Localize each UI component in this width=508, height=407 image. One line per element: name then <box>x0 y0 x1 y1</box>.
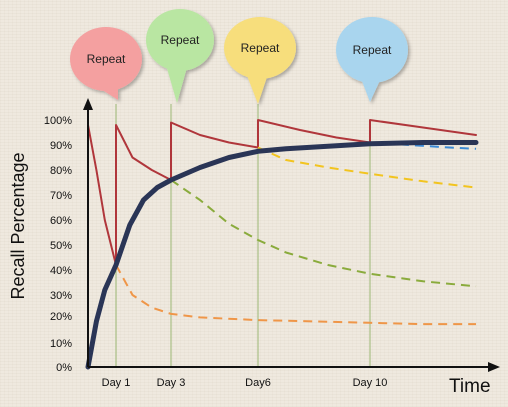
repeat-bubbles: Repeat Repeat Repeat Repeat <box>70 9 408 104</box>
repeat-bubble-body <box>336 17 408 83</box>
repeat-bubble <box>224 17 296 104</box>
y-tick-label: 100% <box>44 115 72 127</box>
y-tick-label: 70% <box>50 190 72 202</box>
y-axis-title: Recall Percentage <box>8 152 28 299</box>
y-tick-label: 60% <box>50 215 72 227</box>
repeat-bubble-label: Repeat <box>87 52 126 66</box>
x-axis-arrowhead <box>488 362 500 372</box>
repeat-bubble-body <box>70 27 142 91</box>
repeat-bubble-label: Repeat <box>241 41 280 55</box>
series-line <box>170 179 477 288</box>
day-guide-lines <box>115 104 371 367</box>
repeat-bubble <box>336 17 408 102</box>
series-line <box>85 140 479 370</box>
repeat-bubble-label: Repeat <box>161 33 200 47</box>
y-tick-label: 10% <box>50 338 72 350</box>
repeat-bubble <box>70 27 142 100</box>
y-tick-label: 50% <box>50 240 72 252</box>
x-tick-label: Day 1 <box>102 377 131 389</box>
y-axis-arrowhead <box>83 98 93 110</box>
y-tick-label: 40% <box>50 265 72 277</box>
repeat-bubble-body <box>224 17 296 79</box>
repeat-bubble-tail <box>246 73 268 104</box>
y-tick-label: 0% <box>56 362 72 374</box>
x-tick-label: Day6 <box>245 377 271 389</box>
repeat-bubble-label: Repeat <box>353 43 392 57</box>
repeat-bubble-body <box>146 9 214 71</box>
y-tick-label: 80% <box>50 165 72 177</box>
y-tick-labels: 0% 10% 20% 30% 40% 50% 60% 70% 80% 90% 100% <box>44 115 72 374</box>
axes <box>83 98 500 372</box>
x-tick-label: Day 3 <box>157 377 186 389</box>
y-tick-label: 20% <box>50 311 72 323</box>
series-layer <box>85 119 479 370</box>
x-tick-labels: Day 1 Day 3 Day6 Day 10 <box>102 377 388 389</box>
repeat-bubble-tail <box>166 64 188 103</box>
series-line <box>115 264 476 326</box>
y-tick-label: 90% <box>50 140 72 152</box>
repeat-bubble <box>146 9 214 103</box>
x-tick-label: Day 10 <box>353 377 388 389</box>
y-tick-label: 30% <box>50 290 72 302</box>
x-axis-title: Time <box>449 376 491 397</box>
series-line <box>257 146 477 189</box>
